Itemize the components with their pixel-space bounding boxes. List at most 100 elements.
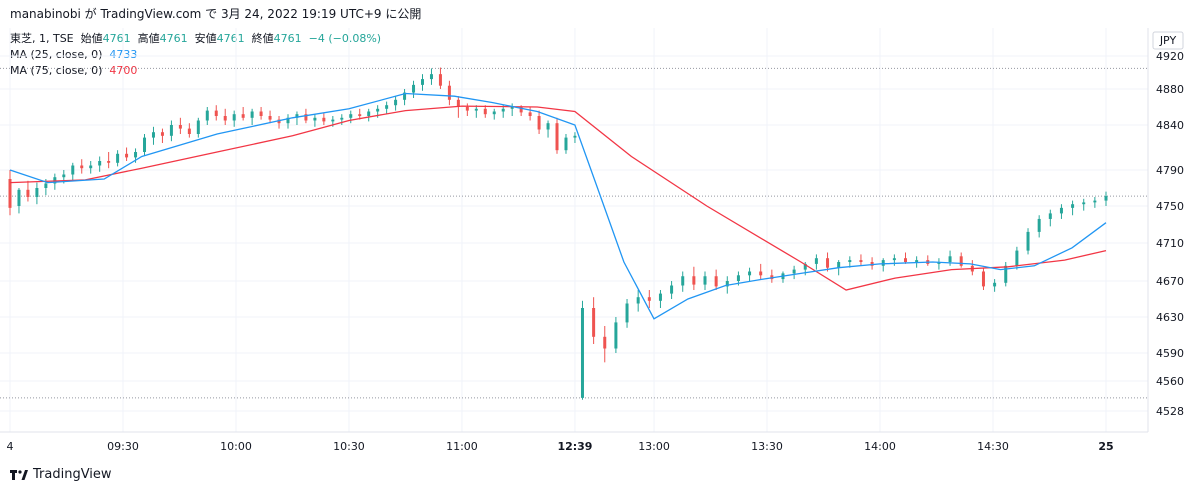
candle-body: [803, 263, 807, 270]
candle-body: [196, 120, 200, 134]
low-label: 安値: [194, 32, 217, 45]
candle-body: [1004, 265, 1008, 283]
candle-body: [703, 276, 707, 285]
candle-body: [1082, 202, 1086, 205]
candle-body: [658, 293, 662, 301]
candle-body: [681, 276, 685, 286]
candle-body: [26, 189, 30, 197]
ohlc-row: 東芝, 1, TSE 始値4761 高値4761 安値4761 終値4761 −…: [10, 31, 381, 47]
candle-body: [537, 116, 541, 130]
price-tick-label: 4630: [1156, 311, 1184, 324]
candle-body: [748, 271, 752, 276]
high-label: 高値: [137, 32, 160, 45]
candle-body: [603, 336, 607, 349]
candle-body: [62, 174, 66, 178]
candle-body: [89, 165, 93, 169]
candle-body: [501, 108, 505, 112]
currency-label: JPY: [1159, 34, 1177, 47]
candle-body: [848, 260, 852, 262]
candle-body: [1048, 213, 1052, 219]
ma25-label: MA (25, close, 0): [10, 48, 103, 61]
candle-body: [904, 258, 908, 262]
candle-body: [1026, 231, 1030, 251]
candle-body: [915, 260, 919, 262]
candle-body: [670, 285, 674, 294]
price-tick-label: 4528: [1156, 405, 1184, 418]
candle-body: [134, 152, 138, 158]
high-value: 4761: [159, 32, 188, 45]
time-tick-label: 14:00: [864, 440, 896, 453]
candle-body: [564, 137, 568, 151]
candle-body: [214, 110, 218, 116]
candle-body: [981, 271, 985, 287]
candle-body: [367, 111, 371, 116]
candle-body: [483, 108, 487, 115]
candle-body: [892, 258, 896, 261]
publisher-caption: manabinobi が TradingView.com で 3月 24, 20…: [10, 7, 422, 21]
close-label: 終値: [251, 32, 274, 45]
candle-body: [837, 262, 841, 268]
candle-body: [349, 114, 353, 118]
candle-body: [1015, 250, 1019, 266]
candle-body: [125, 153, 129, 158]
candle-body: [295, 114, 299, 118]
candle-body: [358, 114, 362, 116]
candle-body: [143, 137, 147, 152]
candle-body: [187, 128, 191, 134]
reference-lines: [0, 67, 1148, 399]
candle-body: [403, 92, 407, 100]
candle-body: [546, 123, 550, 130]
candle-body: [304, 114, 308, 121]
time-tick-label: 10:30: [333, 440, 365, 453]
tradingview-logo[interactable]: TradingView: [10, 467, 112, 482]
candle-body: [881, 260, 885, 266]
time-tick-label: 09:30: [107, 440, 139, 453]
candle-body: [959, 256, 963, 266]
candle-body: [826, 258, 830, 268]
candle-body: [636, 297, 640, 304]
candle-body: [492, 111, 496, 115]
candle-body: [429, 74, 433, 80]
candle-body: [993, 282, 997, 287]
candle-body: [331, 119, 335, 122]
candle-body: [438, 74, 442, 86]
ma75-line: [9, 105, 1107, 291]
candle-body: [465, 107, 469, 111]
price-tick-label: 4710: [1156, 237, 1184, 250]
time-tick-label: 10:00: [220, 440, 252, 453]
candle-body: [528, 112, 532, 116]
candle-body: [692, 276, 696, 285]
candle-body: [1093, 200, 1097, 203]
time-tick-label: 25: [1098, 440, 1113, 453]
candle-body: [98, 161, 102, 166]
candle-body: [948, 256, 952, 262]
candle-body: [456, 99, 460, 107]
currency-badge[interactable]: [1152, 31, 1184, 50]
price-tick-label: 4840: [1156, 119, 1184, 132]
candle-body: [1104, 196, 1108, 201]
price-tick-label: 4790: [1156, 164, 1184, 177]
time-axis[interactable]: 4 09:30 10:00 10:30 11:00 12:39 13:00 13:30 14:0…: [0, 431, 1148, 453]
symbol-label[interactable]: 東芝, 1, TSE: [10, 32, 74, 45]
candle-body: [647, 297, 651, 301]
price-tick-label: 4750: [1156, 200, 1184, 213]
time-tick-label: 13:30: [751, 440, 783, 453]
candle-body: [277, 119, 281, 124]
ma25-line: [9, 92, 1107, 320]
price-tick-label: 4560: [1156, 375, 1184, 388]
candle-body: [625, 303, 629, 323]
candle-body: [223, 116, 227, 121]
candle-body: [17, 189, 21, 206]
price-axis[interactable]: JPY 4920 4880 4840 4790 4750 4710 4670 4630 4590…: [1147, 28, 1184, 432]
open-label: 始値: [80, 32, 103, 45]
candle-body: [592, 308, 596, 337]
candle-body: [232, 114, 236, 121]
candle-body: [859, 260, 863, 262]
change-value: −4 (−0.08%): [308, 32, 382, 45]
tradingview-brand: TradingView: [33, 467, 112, 482]
candle-body: [107, 161, 111, 163]
time-tick-label: 13:00: [638, 440, 670, 453]
candle-body: [580, 308, 584, 398]
time-tick-label: 4: [7, 440, 14, 453]
